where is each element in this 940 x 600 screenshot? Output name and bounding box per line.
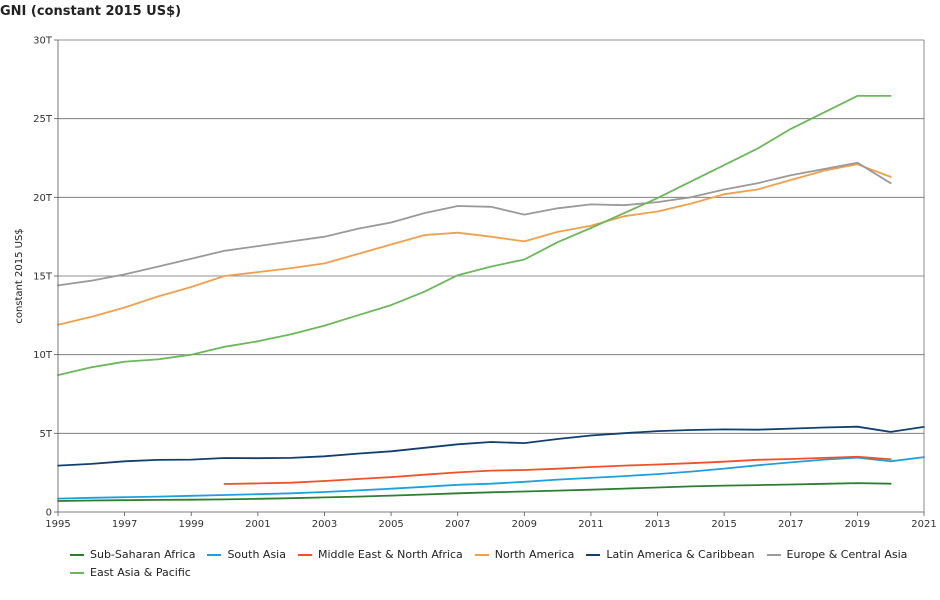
series-line-south-asia bbox=[57, 456, 925, 500]
gridlines bbox=[58, 39, 924, 434]
legend-label: Latin America & Caribbean bbox=[606, 548, 755, 561]
legend-swatch bbox=[70, 572, 84, 574]
x-tick-label: 1999 bbox=[179, 519, 204, 530]
line-chart: 0 5T 10T 15T 20T 25T 30T 1995 1997 1999 2001 2003 20… bbox=[14, 36, 937, 531]
y-axis-label: constant 2015 US$ bbox=[14, 228, 25, 323]
tick-labels: 0 5T 10T 15T 20T 25T 30T 1995 1997 1999 2001 2003 20… bbox=[33, 36, 937, 531]
x-tick-label: 2019 bbox=[845, 519, 870, 530]
x-tick-label: 2001 bbox=[245, 519, 270, 530]
y-tick-label: 10T bbox=[33, 350, 53, 361]
series-line-latin-america-caribbean bbox=[57, 425, 925, 467]
legend-item[interactable]: Europe & Central Asia bbox=[766, 546, 908, 564]
legend-label: South Asia bbox=[227, 548, 286, 561]
series-line-europe-central-asia bbox=[57, 161, 892, 287]
legend-item[interactable]: East Asia & Pacific bbox=[70, 564, 191, 582]
legend-label: East Asia & Pacific bbox=[90, 566, 191, 579]
legend-label: Sub-Saharan Africa bbox=[90, 548, 196, 561]
y-tick-label: 5T bbox=[40, 429, 53, 440]
x-tick-label: 2021 bbox=[911, 519, 936, 530]
legend-item[interactable]: Sub-Saharan Africa bbox=[70, 546, 195, 564]
legend-swatch bbox=[586, 554, 601, 556]
legend-item[interactable]: North America bbox=[474, 546, 575, 564]
legend-label: North America bbox=[494, 548, 575, 561]
y-tick-label: 15T bbox=[33, 272, 53, 283]
x-tick-label: 2003 bbox=[312, 519, 337, 530]
x-tick-label: 2005 bbox=[378, 519, 403, 530]
series-line-middle-east-north-africa bbox=[223, 455, 892, 485]
series-line-east-asia-pacific bbox=[57, 95, 892, 377]
y-tick-label: 25T bbox=[33, 114, 53, 125]
legend: Sub-Saharan Africa South Asia Middle East … bbox=[70, 546, 920, 582]
x-tick-label: 2013 bbox=[645, 519, 670, 530]
legend-swatch bbox=[297, 554, 312, 556]
legend-swatch bbox=[207, 554, 222, 556]
axes bbox=[54, 39, 925, 516]
legend-swatch bbox=[70, 554, 84, 556]
legend-swatch bbox=[474, 554, 489, 556]
legend-item[interactable]: South Asia bbox=[207, 546, 286, 564]
x-tick-label: 1997 bbox=[112, 519, 137, 530]
series-lines bbox=[57, 95, 925, 502]
chart-title: GNI (constant 2015 US$) bbox=[0, 4, 182, 19]
series-line-north-america bbox=[57, 163, 892, 326]
y-tick-label: 20T bbox=[33, 193, 53, 204]
legend-item[interactable]: Middle East & North Africa bbox=[297, 546, 463, 564]
legend-label: Middle East & North Africa bbox=[317, 548, 463, 561]
x-tick-label: 2017 bbox=[778, 519, 803, 530]
y-tick-label: 0 bbox=[46, 508, 52, 519]
legend-item[interactable]: Latin America & Caribbean bbox=[586, 546, 755, 564]
series-line-sub-saharan-africa bbox=[57, 482, 892, 502]
x-tick-label: 1995 bbox=[45, 519, 70, 530]
x-tick-label: 2009 bbox=[512, 519, 537, 530]
y-tick-label: 30T bbox=[33, 36, 53, 47]
legend-label: Europe & Central Asia bbox=[786, 548, 908, 561]
x-tick-label: 2011 bbox=[578, 519, 603, 530]
x-tick-label: 2015 bbox=[711, 519, 736, 530]
legend-swatch bbox=[766, 554, 781, 556]
x-tick-label: 2007 bbox=[445, 519, 470, 530]
